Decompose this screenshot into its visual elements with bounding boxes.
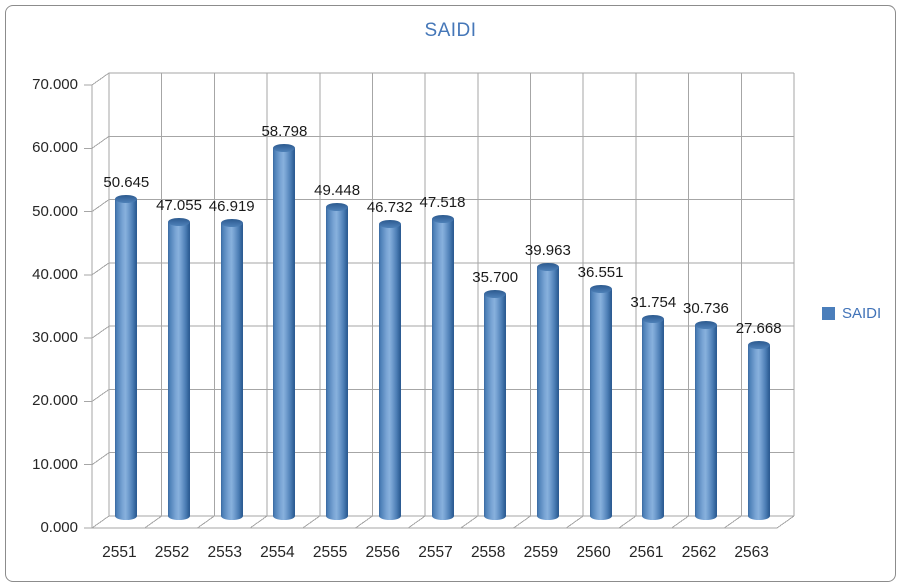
y-axis-tick-label: 60.000: [32, 139, 78, 157]
bar-value-label: 30.736: [683, 300, 729, 318]
y-axis-tick-label: 70.000: [32, 76, 78, 93]
bar-top-cap: [484, 290, 507, 299]
bar-column: [220, 219, 243, 520]
bar-column: [694, 321, 717, 520]
bar-top-cap: [220, 219, 243, 228]
bar-column: [484, 290, 507, 520]
bar-column: [642, 315, 665, 520]
bar-value-label: 50.645: [103, 174, 150, 192]
legend-swatch-icon: [822, 307, 835, 320]
bar-column: [747, 340, 770, 520]
bar-top-cap: [589, 284, 612, 293]
bar-column: [536, 263, 559, 520]
bar-value-label: 49.448: [314, 182, 361, 200]
x-axis-tick-label: 2556: [365, 544, 401, 561]
bar-column: [326, 203, 349, 520]
bar-value-label: 47.518: [419, 194, 466, 212]
bar-column: [273, 143, 296, 520]
x-axis-tick-label: 2554: [260, 544, 295, 561]
bar-column: [589, 284, 612, 520]
y-axis-tick-label: 10.000: [32, 455, 78, 473]
bar-top-cap: [747, 340, 770, 349]
y-axis-tick-label: 40.000: [32, 265, 78, 283]
x-axis-tick-label: 2558: [470, 544, 506, 561]
x-axis-tick-label: 2560: [576, 544, 611, 561]
y-axis-tick-label: 0.000: [40, 519, 78, 536]
bar-top-cap: [431, 215, 454, 224]
x-axis-tick-label: 2551: [102, 544, 137, 561]
bar-top-cap: [536, 263, 559, 272]
legend: SAIDI: [822, 305, 881, 322]
bar-top-cap: [378, 220, 401, 229]
x-axis-tick-label: 2555: [312, 544, 348, 561]
x-axis-tick-label: 2557: [418, 544, 453, 561]
chart-title: SAIDI: [424, 20, 477, 41]
bar-value-label: 58.798: [261, 122, 308, 140]
bar-value-label: 27.668: [735, 319, 782, 337]
bar-top-cap: [168, 218, 191, 227]
bar-value-label: 46.919: [208, 198, 255, 216]
x-axis-tick-label: 2561: [629, 544, 664, 561]
y-axis-tick-label: 30.000: [32, 329, 78, 347]
bar-column: [168, 218, 191, 520]
bar-value-label: 35.700: [472, 269, 519, 287]
x-axis-tick-label: 2553: [207, 544, 242, 561]
bar-column: [378, 220, 401, 520]
x-axis-tick-label: 2552: [154, 544, 190, 561]
x-axis-tick-label: 2563: [734, 544, 769, 561]
bar-column: [431, 215, 454, 520]
bar-top-cap: [642, 315, 665, 324]
bar-value-label: 31.754: [630, 294, 677, 312]
x-axis-tick-label: 2562: [681, 544, 717, 561]
bar-top-cap: [115, 195, 138, 204]
bar-value-label: 39.963: [524, 242, 571, 260]
bar-value-label: 46.732: [366, 199, 413, 217]
bar-value-label: 36.551: [577, 263, 624, 281]
legend-label: SAIDI: [842, 305, 882, 322]
bar-column: [115, 195, 138, 520]
x-axis-tick-label: 2559: [523, 544, 559, 561]
bar-top-cap: [326, 203, 349, 212]
y-axis-tick-label: 50.000: [32, 202, 78, 220]
bar-value-label: 47.055: [156, 197, 202, 215]
bar-top-cap: [273, 143, 296, 152]
y-axis-tick-label: 20.000: [32, 392, 78, 410]
bar-top-cap: [694, 321, 717, 330]
